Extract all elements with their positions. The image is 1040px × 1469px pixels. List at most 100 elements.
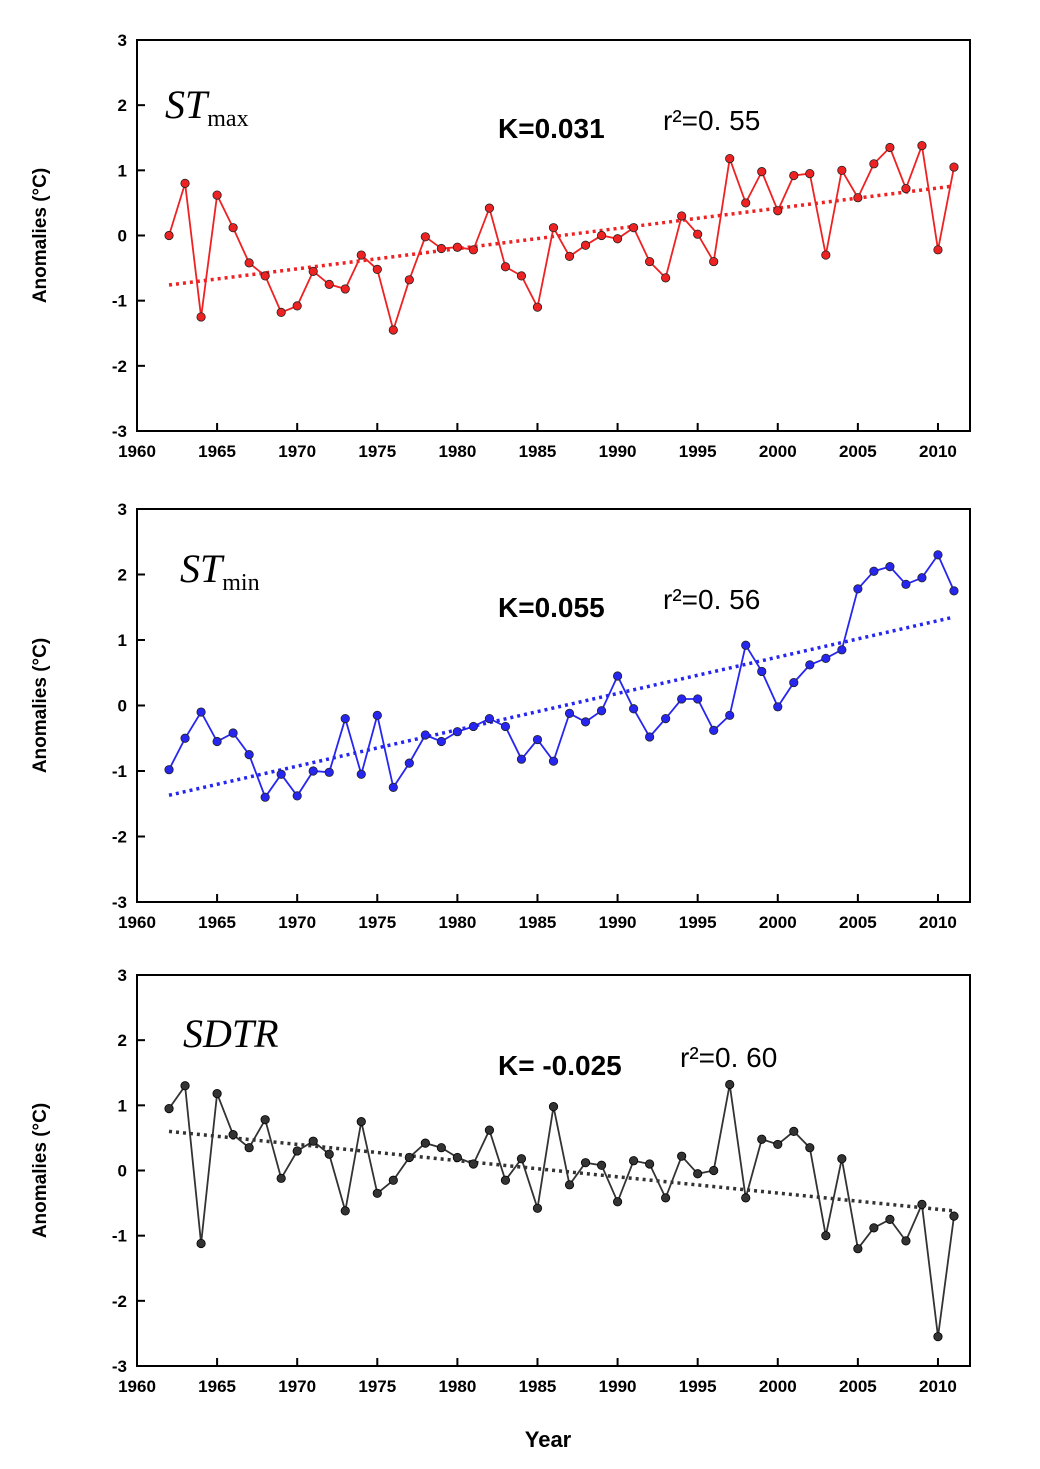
data-point (292, 1146, 302, 1156)
data-point (212, 190, 222, 200)
y-tick-label: 0 (118, 697, 127, 716)
data-point (532, 302, 543, 312)
data-point (468, 245, 479, 255)
data-point (516, 271, 527, 281)
data-point (661, 713, 671, 724)
data-point (372, 1188, 382, 1198)
data-point (901, 1236, 911, 1246)
data-point (228, 223, 238, 233)
slope-label: K= -0.025 (498, 1050, 622, 1081)
data-point (628, 1156, 639, 1166)
x-tick-label: 1990 (599, 1377, 637, 1396)
y-tick-label: 0 (118, 227, 127, 246)
data-point (580, 240, 591, 250)
x-tick-label: 1980 (438, 913, 476, 932)
data-point (532, 1203, 543, 1213)
data-point (340, 713, 350, 724)
data-point (196, 312, 206, 322)
data-point (725, 1079, 735, 1090)
x-tick-label: 2010 (919, 1377, 957, 1396)
data-point (260, 271, 270, 281)
r-squared-label: r²=0. 55 (663, 105, 760, 136)
slope-label: K=0.031 (498, 113, 605, 144)
data-point (677, 1151, 687, 1161)
y-axis-label: Anomalies (°C) (30, 1103, 51, 1238)
data-point (404, 1152, 414, 1163)
data-point (564, 708, 575, 718)
data-point (821, 1231, 831, 1241)
data-point (596, 1160, 607, 1170)
data-point (580, 1158, 591, 1168)
data-point (228, 728, 238, 738)
data-point (164, 230, 174, 241)
data-point (180, 1081, 190, 1091)
data-point (709, 256, 719, 267)
trend-line (168, 184, 955, 287)
data-point (933, 1332, 943, 1342)
data-point (853, 584, 863, 594)
data-point (741, 198, 751, 208)
data-point (917, 1199, 927, 1209)
r-squared-label: r²=0. 60 (680, 1042, 777, 1073)
data-point (452, 1152, 462, 1163)
data-point (564, 1180, 575, 1190)
data-point (949, 1211, 959, 1221)
data-point (388, 325, 398, 335)
x-tick-label: 1975 (358, 1377, 396, 1396)
data-point (500, 262, 511, 272)
data-point (885, 1214, 895, 1224)
data-point (420, 232, 430, 242)
data-point (789, 677, 799, 688)
x-tick-label: 2010 (919, 913, 957, 932)
data-point (468, 1159, 479, 1169)
data-point (388, 782, 398, 792)
data-point (725, 154, 735, 164)
x-tick-label: 1995 (679, 913, 717, 932)
trend-line (168, 1129, 955, 1213)
x-tick-label: 1995 (679, 1377, 717, 1396)
data-point (260, 1115, 270, 1125)
data-point (276, 769, 286, 779)
y-tick-label: -1 (112, 1227, 127, 1246)
data-point (340, 1206, 350, 1216)
data-point (356, 1117, 366, 1127)
y-tick-label: 1 (118, 161, 127, 180)
data-point (596, 230, 607, 241)
data-point (596, 706, 607, 716)
data-point (372, 710, 382, 720)
data-point (645, 732, 655, 742)
x-tick-label: 1970 (278, 442, 316, 461)
x-tick-label: 1970 (278, 1377, 316, 1396)
data-point (244, 1143, 254, 1153)
chart-panel-1: -3 -2 -1 0 1 2 3 1960 1965 1970 1975 1980 1985 1990 19… (30, 31, 971, 461)
data-point (837, 1154, 847, 1164)
data-point (837, 165, 847, 175)
data-point (709, 725, 719, 735)
y-tick-label: 3 (118, 966, 127, 985)
data-point (324, 767, 334, 777)
data-point (516, 754, 527, 764)
series-line (168, 142, 955, 334)
data-point (677, 694, 687, 704)
x-tick-label: 2010 (919, 442, 957, 461)
data-point (260, 792, 270, 802)
y-tick-label: -2 (112, 828, 127, 847)
y-axis-label: Anomalies (°C) (30, 638, 51, 773)
data-point (789, 170, 799, 181)
chart-panel-3: -3 -2 -1 0 1 2 3 1960 1965 1970 1975 1980 1985 1990 19… (30, 966, 971, 1396)
panel-title: SDTR (183, 1011, 279, 1056)
data-point (917, 573, 927, 583)
data-point (468, 721, 479, 732)
data-point (805, 1143, 815, 1153)
data-point (180, 733, 190, 743)
data-point (420, 1138, 430, 1148)
data-point (420, 730, 430, 740)
data-point (645, 256, 655, 267)
data-point (356, 250, 366, 260)
data-point (564, 251, 575, 261)
data-point (773, 702, 783, 712)
data-point (580, 717, 591, 727)
panel-title: STmax (165, 82, 249, 132)
data-point (292, 791, 302, 801)
y-tick-label: -2 (112, 357, 127, 376)
